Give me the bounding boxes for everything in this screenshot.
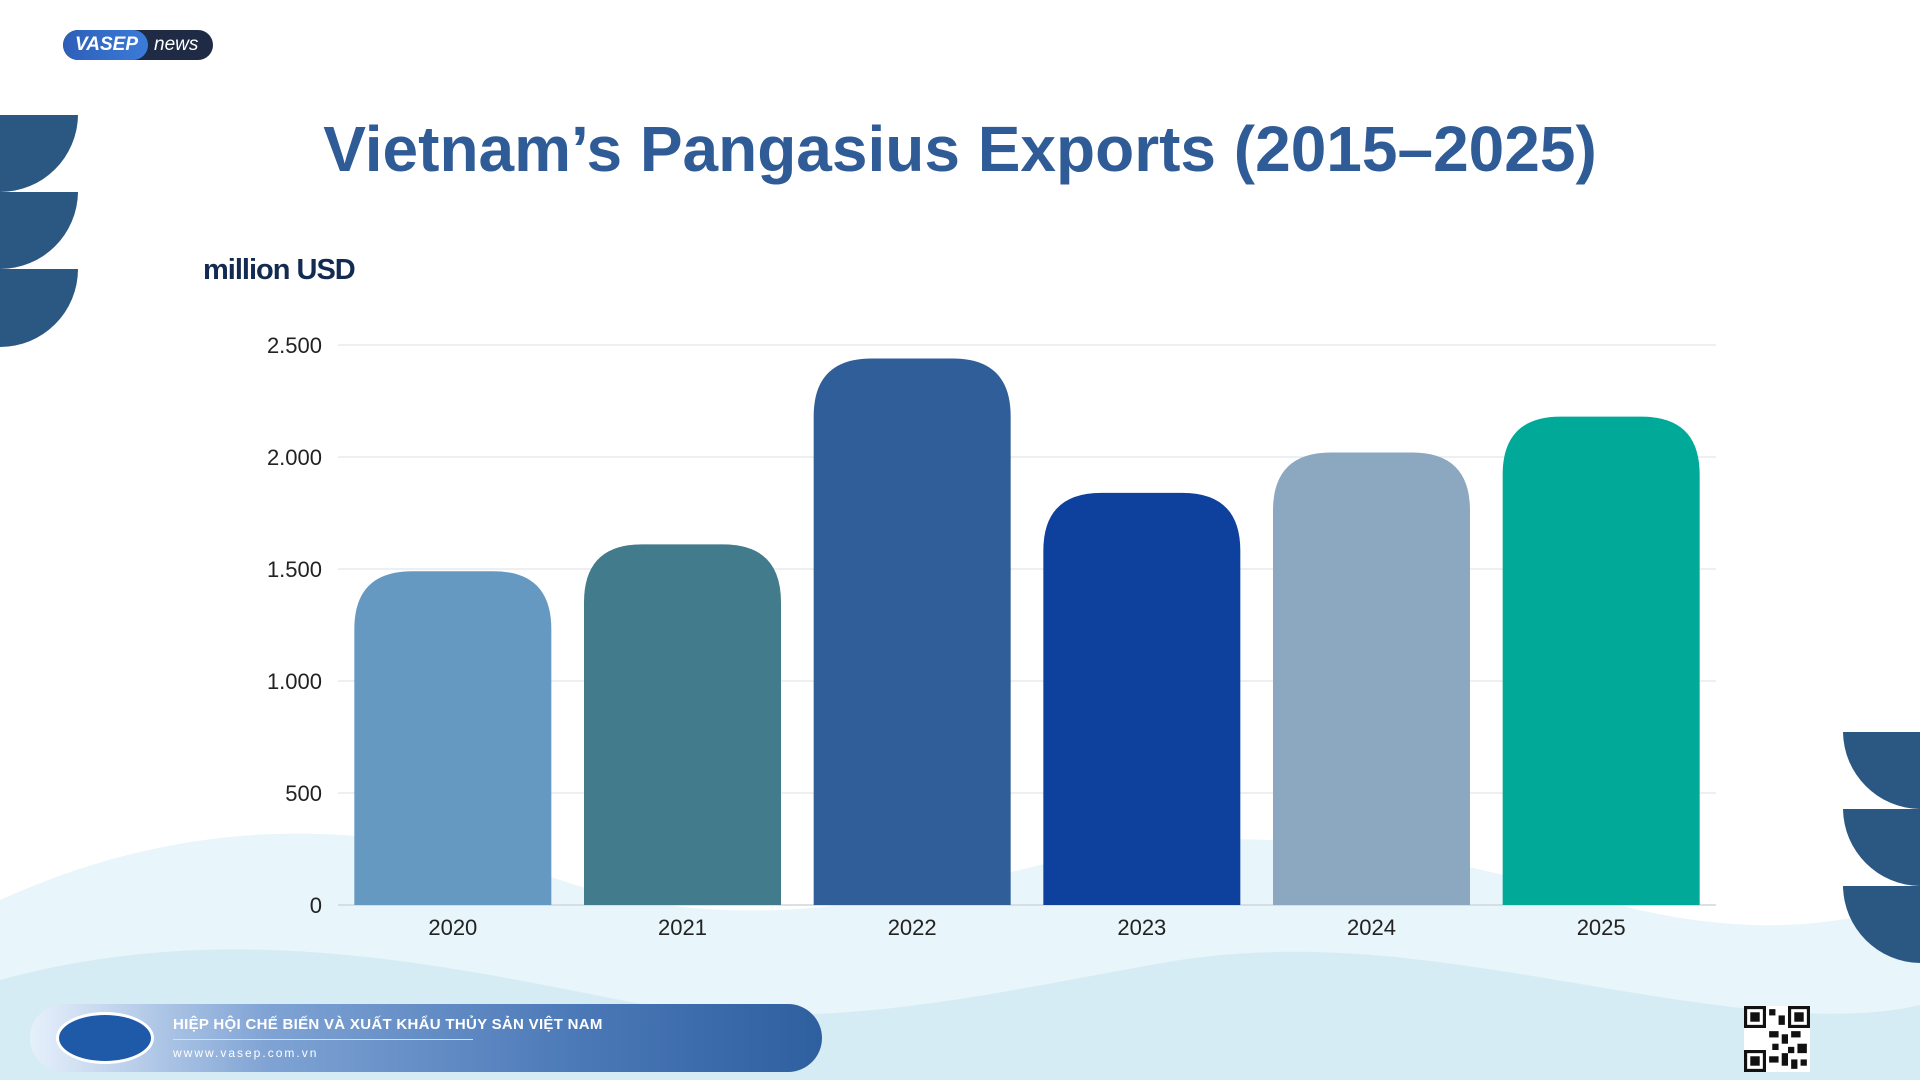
y-axis-ticks: 0 500 1.000 1.500 2.000 2.500 bbox=[267, 333, 322, 918]
vasep-emblem-icon bbox=[56, 1012, 154, 1064]
logo-suffix: news bbox=[154, 34, 199, 55]
website-url: wwww.vasep.com.vn bbox=[173, 1046, 319, 1060]
qr-code-icon bbox=[1744, 1006, 1810, 1072]
bar-2023 bbox=[1043, 492, 1241, 905]
bars bbox=[354, 358, 1700, 905]
y-tick-label: 1.500 bbox=[267, 557, 322, 582]
bar-2024 bbox=[1273, 452, 1470, 905]
x-axis-ticks: 2020 2021 2022 2023 2024 2025 bbox=[428, 915, 1625, 940]
chart-title: Vietnam’s Pangasius Exports (2015–2025) bbox=[323, 113, 1597, 185]
x-tick-label: 2021 bbox=[658, 915, 707, 940]
x-tick-label: 2024 bbox=[1347, 915, 1396, 940]
bar-2022 bbox=[813, 358, 1011, 905]
x-tick-label: 2020 bbox=[428, 915, 477, 940]
grid-lines bbox=[338, 344, 1716, 906]
logo-brand: VASEP bbox=[63, 30, 149, 60]
footer-banner: HIỆP HỘI CHẾ BIẾN VÀ XUẤT KHẨU THỦY SẢN … bbox=[30, 1004, 822, 1072]
bar-2025 bbox=[1502, 416, 1700, 905]
footer-divider bbox=[173, 1039, 473, 1040]
vasep-news-logo: VASEP news bbox=[63, 30, 213, 60]
left-shell-decoration bbox=[0, 115, 78, 347]
y-tick-label: 2.500 bbox=[267, 333, 322, 358]
y-tick-label: 500 bbox=[285, 781, 322, 806]
x-tick-label: 2025 bbox=[1577, 915, 1626, 940]
right-shell-decoration bbox=[1843, 732, 1920, 963]
y-tick-label: 2.000 bbox=[267, 445, 322, 470]
association-name: HIỆP HỘI CHẾ BIẾN VÀ XUẤT KHẨU THỦY SẢN … bbox=[173, 1016, 603, 1033]
x-tick-label: 2023 bbox=[1117, 915, 1166, 940]
y-tick-label: 1.000 bbox=[267, 669, 322, 694]
y-tick-label: 0 bbox=[310, 893, 322, 918]
bar-2020 bbox=[354, 571, 552, 905]
x-tick-label: 2022 bbox=[888, 915, 937, 940]
bar-2021 bbox=[584, 544, 781, 905]
y-axis-unit-label: million USD bbox=[203, 254, 356, 286]
